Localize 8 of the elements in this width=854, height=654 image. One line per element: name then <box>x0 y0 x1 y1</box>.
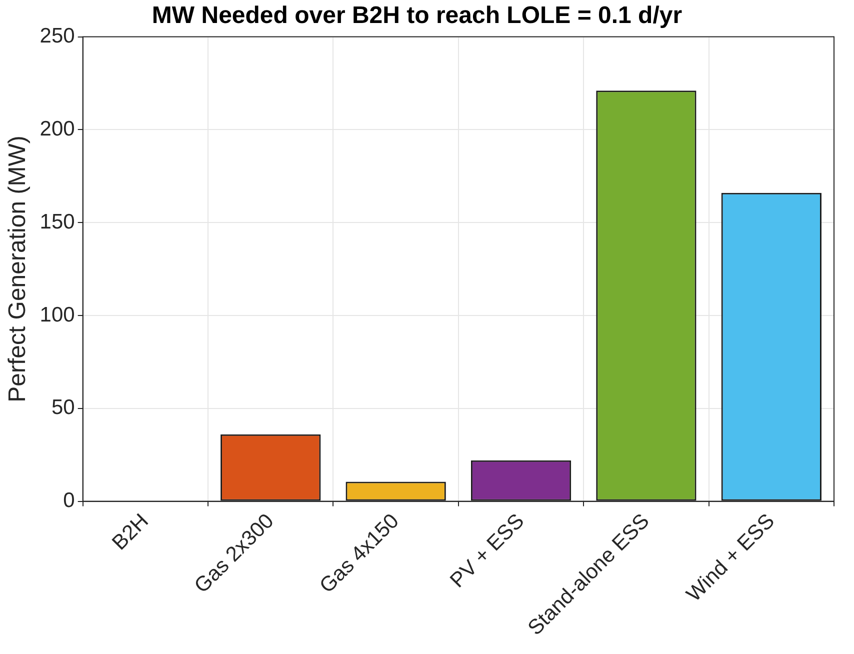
y-tick-label: 250 <box>40 24 75 48</box>
y-tick-label: 0 <box>63 489 75 512</box>
y-axis-title: Perfect Generation (MW) <box>4 136 32 402</box>
y-tick-label: 150 <box>40 210 75 234</box>
y-tick-label: 50 <box>51 396 75 420</box>
y-tick-label: 100 <box>40 303 75 326</box>
y-tick-label: 200 <box>40 117 75 140</box>
chart-title: MW Needed over B2H to reach LOLE = 0.1 d/yr <box>152 2 682 30</box>
